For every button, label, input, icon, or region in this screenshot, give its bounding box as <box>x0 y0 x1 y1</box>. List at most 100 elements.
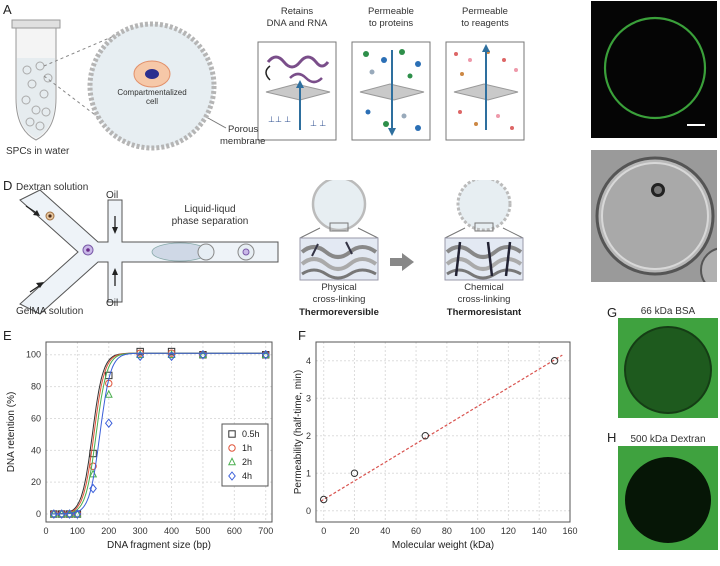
chemical-label-2: cross-linking <box>457 294 511 305</box>
box3-label-1: Permeable <box>462 6 508 17</box>
panel-g-image <box>618 318 718 418</box>
x-tick-label: 160 <box>562 526 577 536</box>
data-point-2h <box>198 349 207 358</box>
bsa-label: 66 kDa BSA <box>640 306 696 317</box>
x-tick-label: 60 <box>411 526 421 536</box>
x-tick-label: 300 <box>133 526 148 536</box>
y-tick-label: 20 <box>31 477 41 487</box>
data-point-4h <box>261 349 270 360</box>
data-point-4h <box>167 351 176 362</box>
x-tick-label: 40 <box>380 526 390 536</box>
chemical-label-3: Thermoresistant <box>446 307 522 318</box>
oil-bottom-label: Oil <box>106 298 119 309</box>
chemical-label-1: Chemical <box>464 282 504 293</box>
spc-compartment-icon <box>87 21 217 151</box>
panel-label-h: H <box>607 430 617 445</box>
y-tick-label: 4 <box>306 356 311 366</box>
data-point-4h <box>104 418 113 429</box>
x-tick-label: 200 <box>101 526 116 536</box>
data-point <box>550 357 559 365</box>
box2-label-1: Permeable <box>368 6 414 17</box>
permeable-proteins-box <box>351 41 431 141</box>
data-point-4h <box>57 509 66 519</box>
x-axis-label: Molecular weight (kDa) <box>392 540 494 551</box>
data-point <box>350 469 359 477</box>
data-point-2h <box>104 389 113 398</box>
legend-marker-0.5h <box>228 430 236 438</box>
transition-arrow <box>390 253 414 271</box>
tube-label: SPCs in water <box>6 146 70 157</box>
panel-label-d: D <box>3 178 13 193</box>
microfluidic-chip <box>19 189 279 315</box>
physical-label-3: Thermoreversible <box>299 307 379 318</box>
x-tick-label: 400 <box>164 526 179 536</box>
gelma-label: GelMA solution <box>16 306 84 317</box>
x-tick-label: 600 <box>227 526 242 536</box>
y-tick-label: 60 <box>31 413 41 423</box>
fit-line <box>320 354 563 502</box>
svg-text:⊥ ⊥: ⊥ ⊥ <box>310 119 326 128</box>
y-tick-label: 0 <box>36 509 41 519</box>
x-tick-label: 500 <box>195 526 210 536</box>
legend-label-0.5h: 0.5h <box>242 429 260 439</box>
y-tick-label: 3 <box>306 393 311 403</box>
panel-label-a: A <box>3 2 12 17</box>
data-point-2h <box>261 349 270 358</box>
plot-frame <box>315 341 571 523</box>
x-tick-label: 700 <box>258 526 273 536</box>
x-tick-label: 120 <box>501 526 516 536</box>
chemical-crosslink-diagram <box>444 180 524 281</box>
llps-label-1: Liquid-liqud <box>184 204 236 215</box>
y-tick-label: 2 <box>306 431 311 441</box>
x-tick-label: 0 <box>43 526 48 536</box>
physical-label-1: Physical <box>321 282 357 293</box>
legend-label-1h: 1h <box>242 443 252 453</box>
panel-b-image <box>591 1 717 138</box>
svg-text:⊥⊥ ⊥: ⊥⊥ ⊥ <box>268 115 291 124</box>
retains-dna-box: ⊥⊥ ⊥ ⊥ ⊥ <box>257 41 337 141</box>
box1-label-1: Retains <box>280 6 314 17</box>
x-tick-label: 20 <box>349 526 359 536</box>
dextran-label: Dextran solution <box>16 182 89 193</box>
panel-a-diagram: ⊥⊥ ⊥ ⊥ ⊥ <box>11 19 525 151</box>
fit-curve-4h <box>52 352 267 515</box>
panel-h-image <box>618 446 718 550</box>
chart-e: 0 100 200 300 400 500 600 700 0 20 40 60 80 100 DNA fr… <box>6 341 273 551</box>
data-point-4h <box>50 509 58 519</box>
panel-label-g: G <box>607 305 618 320</box>
panel-d-diagram <box>19 180 524 315</box>
membrane-label-1: Porous <box>228 124 259 135</box>
y-tick-label: 80 <box>31 382 41 392</box>
panel-c-image <box>591 150 717 282</box>
cell-label-1: Compartmentalized <box>117 88 187 97</box>
x-axis-label: DNA fragment size (bp) <box>107 540 211 551</box>
y-tick-label: 1 <box>306 468 311 478</box>
legend-label-2h: 2h <box>242 457 252 467</box>
legend-marker-4h <box>228 471 236 481</box>
y-axis-label: Permeability (half-time, min) <box>293 370 304 494</box>
data-point-2h <box>73 509 82 518</box>
dextran-image-label: 500 kDa Dextran <box>630 434 706 445</box>
x-tick-label: 100 <box>470 526 485 536</box>
oil-top-label: Oil <box>106 190 119 201</box>
data-point-4h <box>73 509 82 519</box>
y-axis-label: DNA retention (%) <box>6 392 17 473</box>
box2-label-2: to proteins <box>368 18 414 29</box>
y-tick-label: 0 <box>306 506 311 516</box>
plot-frame <box>45 341 273 523</box>
permeable-reagents-box <box>445 41 525 141</box>
data-point-4h <box>199 349 207 360</box>
x-tick-label: 100 <box>70 526 85 536</box>
panel-label-f: F <box>298 328 306 343</box>
x-tick-label: 0 <box>321 526 326 536</box>
y-tick-label: 40 <box>31 445 41 455</box>
legend-marker-1h <box>228 444 236 452</box>
x-tick-label: 80 <box>442 526 452 536</box>
panel-label-e: E <box>3 328 12 343</box>
data-point-4h <box>65 509 74 519</box>
box3-label-2: to reagents <box>461 18 509 29</box>
legend-marker-2h <box>227 457 237 466</box>
y-tick-label: 100 <box>26 350 41 360</box>
box1-label-2: DNA and RNA <box>266 18 328 29</box>
tube-icon <box>11 19 61 141</box>
